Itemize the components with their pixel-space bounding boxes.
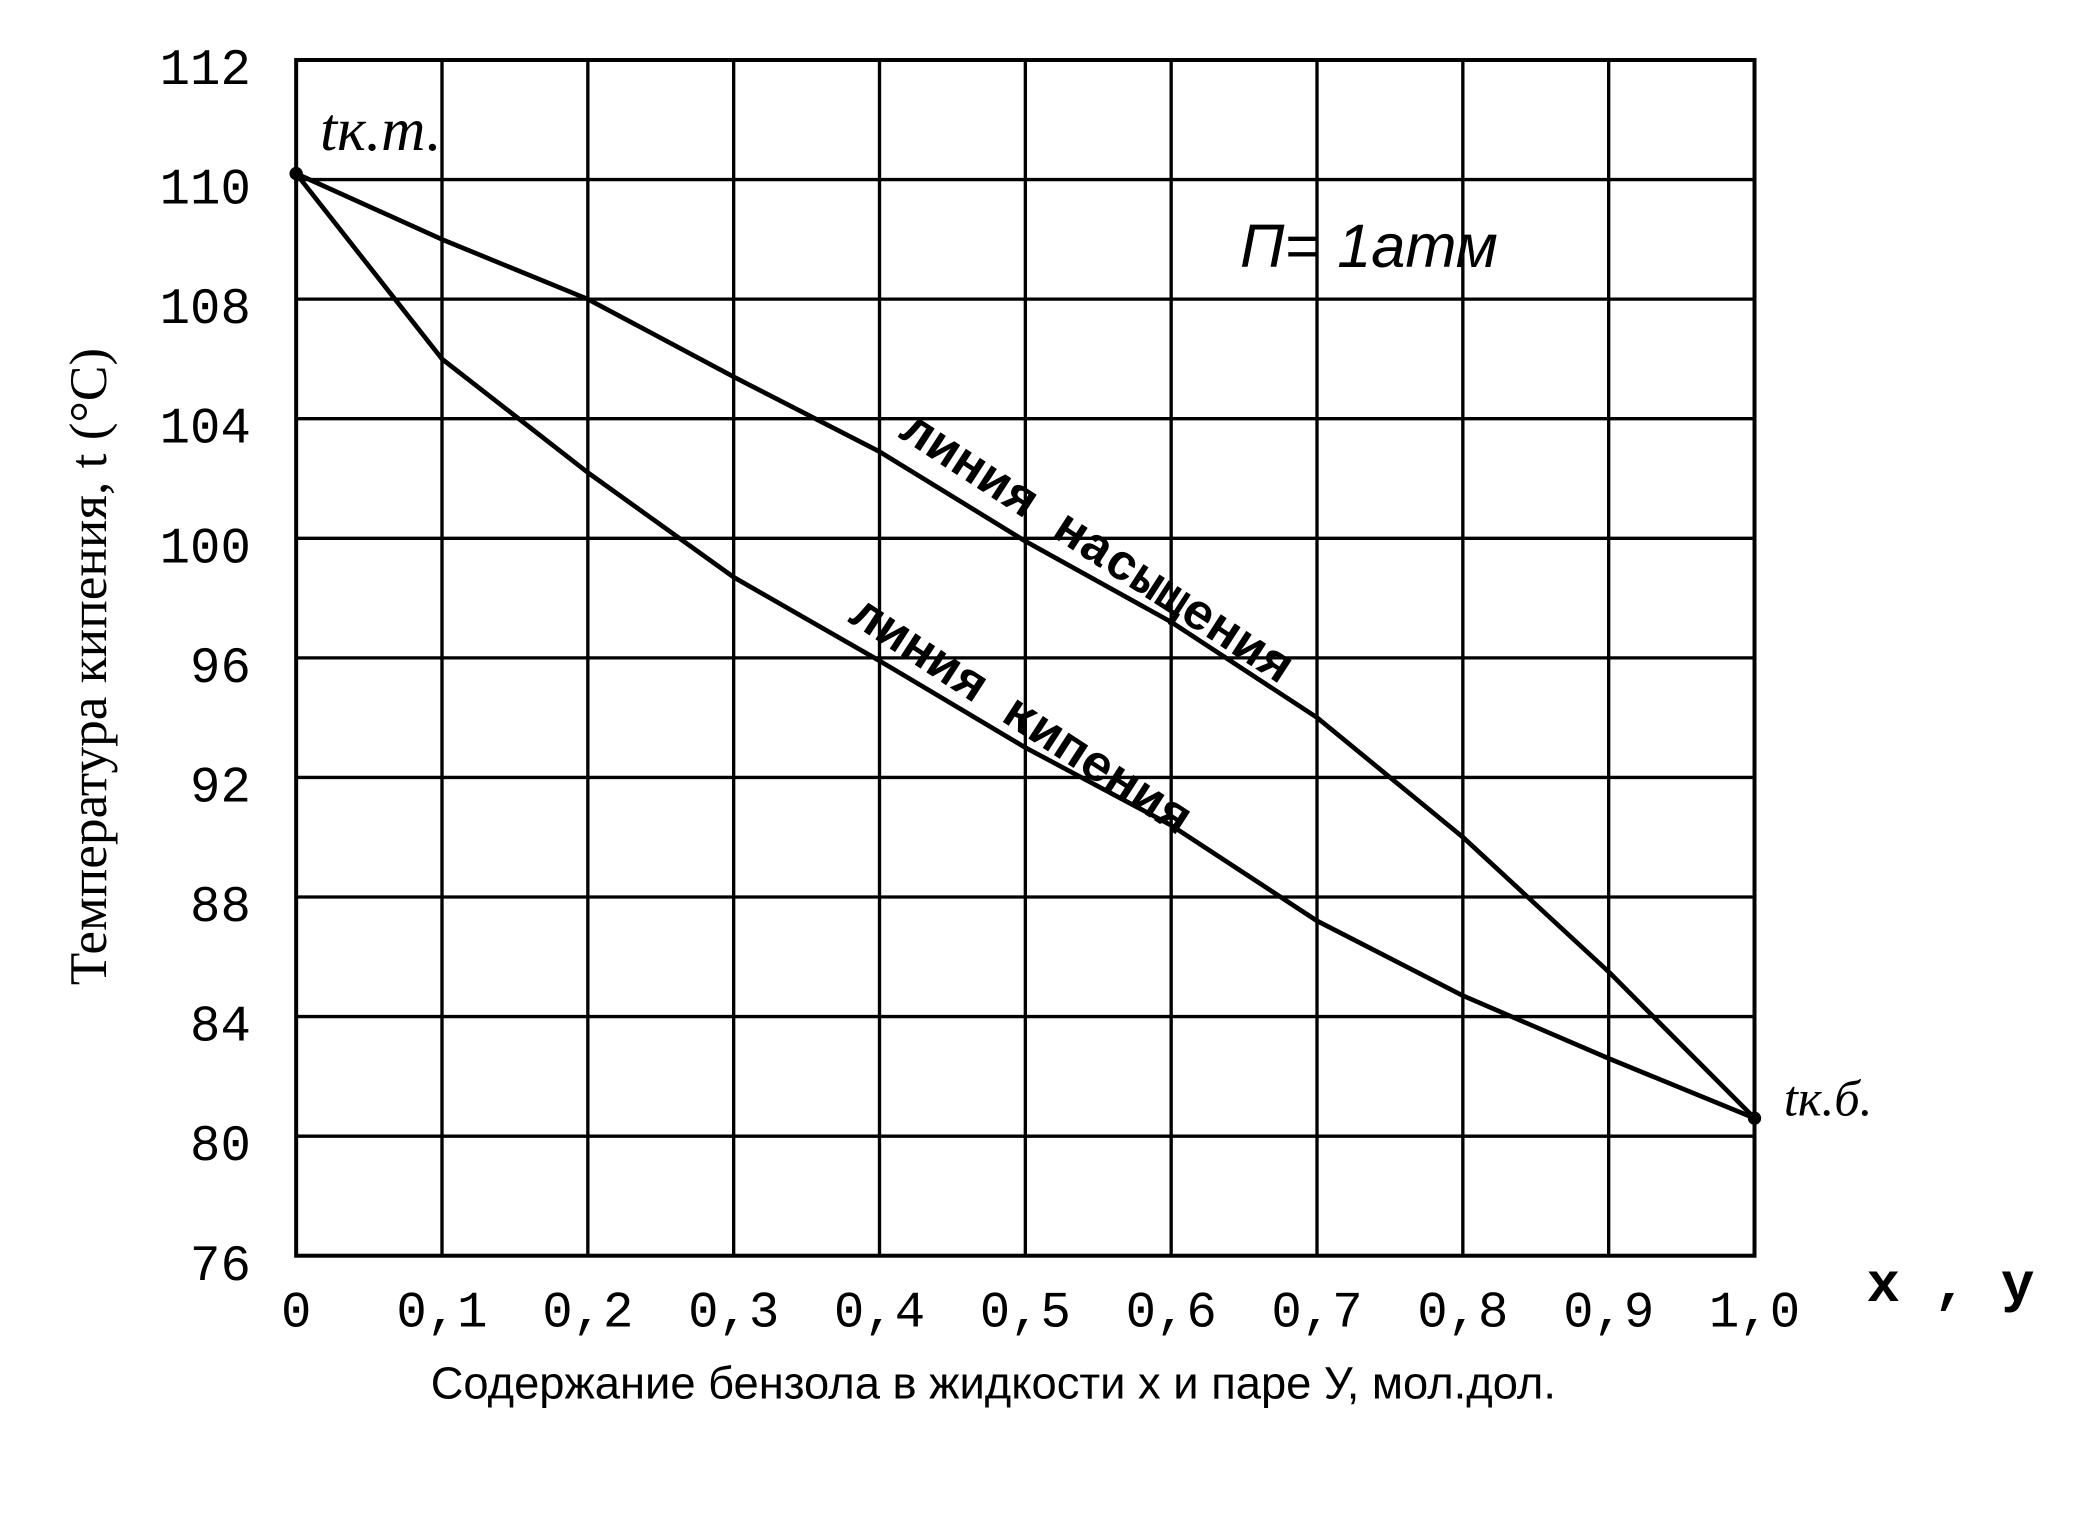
- x-tick-label: 0,2: [542, 1285, 633, 1342]
- plot-frame: [294, 57, 1757, 1258]
- y-tick-label: 92: [190, 760, 251, 817]
- x-tick-label: 0,6: [1126, 1285, 1217, 1342]
- point: [289, 166, 303, 181]
- y-tick-label: 108: [160, 282, 251, 339]
- y-tick-label: 112: [160, 43, 251, 100]
- y-tick-label: 110: [160, 163, 251, 220]
- y-axis-label: Температура кипения, t (°C): [58, 348, 118, 985]
- x-tick-label: 0,3: [688, 1285, 779, 1342]
- x-tick-label: 0: [281, 1285, 311, 1342]
- y-tick-label: 76: [190, 1239, 251, 1296]
- x-axis-label: Содержание бензола в жидкости x и паре У…: [431, 1357, 1556, 1408]
- axis-end-label: x , y: [1866, 1254, 2034, 1318]
- annotation: tк.б.: [1784, 1070, 1873, 1126]
- series-label: линия кипения: [838, 586, 1200, 849]
- x-tick-label: 0,4: [834, 1285, 925, 1342]
- point: [1747, 1111, 1762, 1125]
- data-line: [295, 171, 1757, 1120]
- y-tick-label: 100: [160, 521, 251, 578]
- annotation: П= 1атм: [1240, 211, 1498, 280]
- data-line: [294, 172, 1756, 1121]
- y-tick-label: 104: [160, 402, 251, 459]
- y-tick-label: 84: [190, 1000, 251, 1057]
- y-tick-label: 96: [190, 641, 251, 698]
- x-tick-label: 0,5: [980, 1285, 1071, 1342]
- x-tick-label: 0,7: [1271, 1285, 1362, 1342]
- y-tick-label: 80: [190, 1119, 251, 1176]
- x-tick-label: 0,8: [1417, 1285, 1508, 1342]
- x-tick-label: 1,0: [1709, 1285, 1800, 1342]
- x-tick-label: 0,1: [396, 1285, 487, 1342]
- annotation: tк.т.: [320, 96, 441, 164]
- y-tick-label: 88: [190, 880, 251, 937]
- x-tick-label: 0,9: [1563, 1285, 1654, 1342]
